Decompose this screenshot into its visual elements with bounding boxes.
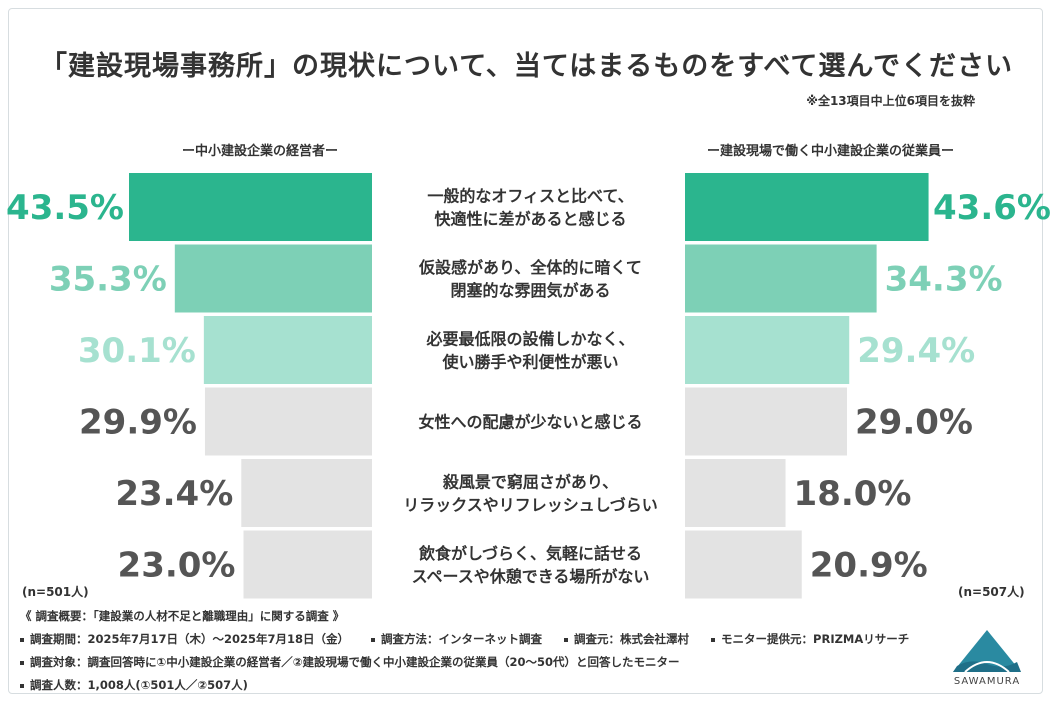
bullet: [20, 637, 24, 642]
bar-left-6: [243, 530, 372, 599]
value-label-left-6: 23.0%: [118, 546, 236, 586]
bar-right-2: [685, 244, 877, 313]
chart-title: 「建設現場事務所」の現状について、当てはまるものをすべて選んでください: [40, 51, 1013, 82]
category-line: 快適性に差があると感じる: [434, 210, 626, 229]
bar-left-2: [174, 244, 372, 313]
category-line: 必要最低限の設備しかなく、: [425, 330, 634, 349]
bar-left-3: [203, 316, 372, 384]
logo-text: SAWAMURA: [953, 676, 1021, 687]
category-label-2: 仮設感があり、全体的に暗くて閉塞的な雰囲気がある: [418, 258, 642, 300]
value-label-right-3: 29.4%: [857, 331, 975, 371]
bullet: [564, 637, 569, 642]
category-line: 一般的なオフィスと比べて、: [427, 187, 633, 206]
category-label-3: 必要最低限の設備しかなく、使い勝手や利便性が悪い: [425, 330, 634, 372]
value-label-left-2: 35.3%: [49, 260, 167, 300]
value-label-left-3: 30.1%: [78, 331, 196, 371]
survey-provider: モニター提供元：PRIZMAリサーチ: [721, 632, 910, 646]
survey-method: 調査方法：インターネット調査: [381, 632, 543, 646]
bullet: [711, 637, 716, 642]
bar-left-4: [204, 387, 372, 456]
bar-right-5: [685, 459, 786, 527]
sawamura-logo-icon: [953, 630, 1021, 673]
survey-count: 調査人数：1,008人(①501人／②507人): [30, 678, 248, 692]
category-line: スペースや休憩できる場所がない: [412, 567, 650, 586]
value-label-right-2: 34.3%: [885, 260, 1003, 300]
right-sample-size: (n=507人): [958, 585, 1025, 599]
bar-right-3: [685, 316, 850, 384]
category-line: リラックスやリフレッシュしづらい: [403, 496, 658, 515]
category-label-6: 飲食がしづらく、気軽に話せるスペースや休憩できる場所がない: [412, 544, 650, 586]
survey-count-row: 調査人数：1,008人(①501人／②507人): [20, 677, 248, 693]
left-sample-size: (n=501人): [22, 585, 89, 599]
category-line: 閉塞的な雰囲気がある: [450, 281, 610, 300]
category-line: 仮設感があり、全体的に暗くて: [418, 258, 642, 277]
value-label-left-5: 23.4%: [115, 474, 233, 514]
bullet: [20, 683, 24, 688]
card-frame: [8, 8, 1043, 694]
bar-right-6: [685, 530, 802, 599]
category-line: 殺風景で窮屈さがあり、: [442, 473, 618, 492]
bullet: [20, 660, 24, 665]
value-label-left-4: 29.9%: [79, 403, 197, 443]
category-line: 使い勝手や利便性が悪い: [441, 353, 618, 372]
note-text: ※全13項目中上位6項目を抜粋: [806, 94, 975, 108]
left-group-label: ー中小建設企業の経営者ー: [182, 144, 339, 159]
category-label-1: 一般的なオフィスと比べて、快適性に差があると感じる: [427, 187, 633, 229]
survey-period: 調査期間：2025年7月17日（木）〜2025年7月18日（金）: [30, 632, 350, 646]
value-label-right-5: 18.0%: [794, 474, 912, 514]
survey-details-row: 調査期間：2025年7月17日（木）〜2025年7月18日（金） 調査方法：インタ…: [20, 631, 909, 647]
bar-right-4: [685, 387, 847, 456]
butterfly-bar-chart: 43.5% 43.6% 一般的なオフィスと比べて、快適性に差があると感じる 35.3%…: [6, 173, 1051, 599]
bar-right-1: [685, 173, 929, 241]
bar-left-1: [129, 173, 372, 241]
category-line: 飲食がしづらく、気軽に話せる: [418, 544, 642, 563]
value-label-right-1: 43.6%: [933, 188, 1051, 228]
category-line: 女性への配慮が少ないと感じる: [418, 413, 642, 432]
survey-heading: 《 調査概要：「建設業の人材不足と離職理由」に関する調査 》: [20, 609, 345, 623]
bullet: [371, 637, 376, 642]
value-label-left-1: 43.5%: [6, 188, 124, 228]
category-label-4: 女性への配慮が少ないと感じる: [418, 413, 642, 432]
value-label-right-4: 29.0%: [855, 403, 973, 443]
survey-source: 調査元：株式会社澤村: [574, 632, 690, 646]
value-label-right-6: 20.9%: [810, 546, 928, 586]
survey-target-row: 調査対象：調査回答時に①中小建設企業の経営者／②建設現場で働く中小建設企業の従業…: [20, 654, 679, 670]
survey-target: 調査対象：調査回答時に①中小建設企業の経営者／②建設現場で働く中小建設企業の従業…: [30, 655, 680, 669]
right-group-label: ー建設現場で働く中小建設企業の従業員ー: [707, 144, 955, 159]
bar-left-5: [241, 459, 372, 527]
category-label-5: 殺風景で窮屈さがあり、リラックスやリフレッシュしづらい: [403, 473, 658, 515]
